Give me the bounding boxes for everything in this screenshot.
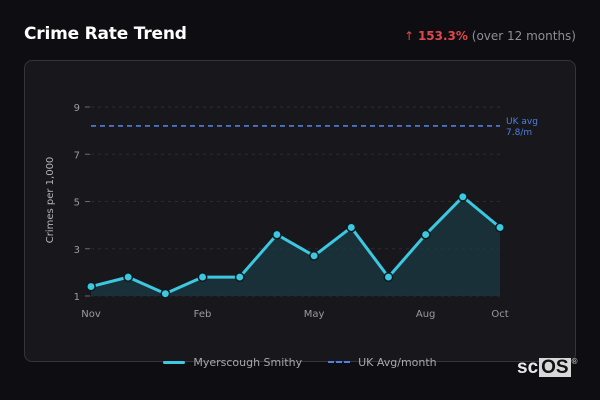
legend-avg-label: UK Avg/month bbox=[358, 355, 437, 369]
data-point[interactable] bbox=[457, 191, 468, 202]
data-point[interactable] bbox=[271, 229, 282, 240]
change-percent: 153.3% bbox=[417, 29, 468, 43]
solid-line-swatch-icon bbox=[163, 360, 186, 364]
scos-logo: sc OS ® bbox=[517, 358, 578, 377]
logo-highlight: OS bbox=[539, 357, 571, 378]
data-point[interactable] bbox=[383, 272, 394, 283]
legend-item-avg[interactable]: UK Avg/month bbox=[328, 356, 437, 369]
data-point[interactable] bbox=[346, 222, 357, 233]
change-period: (over 12 months) bbox=[471, 29, 576, 43]
chart-legend: Myerscough Smithy UK Avg/month bbox=[0, 354, 600, 370]
y-axis-title: Crimes per 1,000 bbox=[45, 157, 56, 244]
y-tick-label: 9 bbox=[74, 103, 80, 114]
legend-item-series[interactable]: Myerscough Smithy bbox=[163, 356, 302, 369]
dashed-line-swatch-icon bbox=[328, 361, 351, 363]
x-tick-label: Oct bbox=[491, 309, 508, 320]
change-indicator: ↑ 153.3% (over 12 months) bbox=[404, 29, 576, 43]
data-point[interactable] bbox=[86, 281, 96, 292]
data-point[interactable] bbox=[197, 272, 208, 283]
x-tick-label: May bbox=[304, 309, 325, 320]
data-point[interactable] bbox=[160, 288, 171, 299]
x-axis: Nov Feb May Aug Oct bbox=[81, 309, 508, 320]
data-point[interactable] bbox=[420, 229, 431, 240]
x-tick-label: Nov bbox=[81, 309, 101, 320]
x-tick-label: Aug bbox=[416, 309, 436, 320]
series-line bbox=[90, 195, 501, 296]
data-point[interactable] bbox=[234, 272, 245, 283]
y-axis: 1 3 5 7 9 bbox=[74, 103, 90, 303]
y-tick-label: 5 bbox=[74, 198, 80, 209]
registered-mark-icon: ® bbox=[571, 357, 578, 366]
up-arrow-icon: ↑ bbox=[404, 29, 415, 43]
y-tick-label: 1 bbox=[74, 292, 80, 303]
x-tick-label: Feb bbox=[194, 309, 212, 320]
logo-prefix: sc bbox=[517, 357, 539, 378]
legend-series-label: Myerscough Smithy bbox=[193, 355, 303, 369]
uk-avg-label-line2: 7.8/m bbox=[506, 128, 532, 138]
y-tick-label: 3 bbox=[74, 245, 80, 256]
chart-title: Crime Rate Trend bbox=[24, 24, 187, 44]
uk-avg-label-line1: UK avg bbox=[506, 117, 538, 127]
data-point[interactable] bbox=[495, 222, 505, 233]
data-point[interactable] bbox=[123, 272, 134, 283]
data-point[interactable] bbox=[309, 250, 320, 261]
chart-card bbox=[24, 60, 576, 362]
y-tick-label: 7 bbox=[74, 150, 80, 161]
series-points bbox=[86, 191, 505, 299]
